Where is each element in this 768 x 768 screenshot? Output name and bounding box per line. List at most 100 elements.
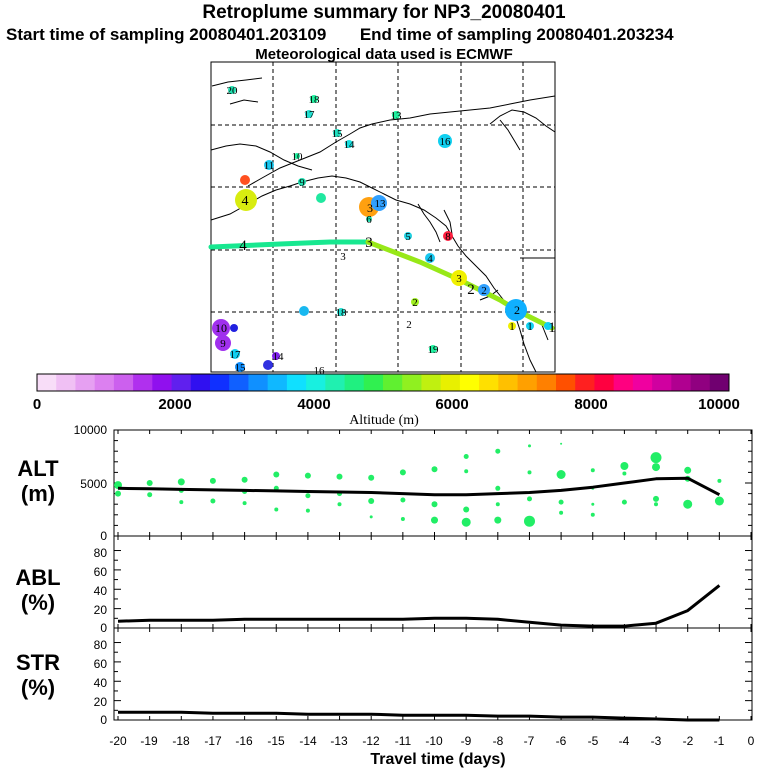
cluster-label: 13	[391, 110, 403, 122]
x-tick-label: -10	[425, 734, 443, 748]
cluster-label: 1	[509, 321, 515, 333]
colorbar-cell	[517, 374, 538, 391]
cluster-label: 2	[406, 319, 412, 331]
str-ytick: 20	[94, 695, 108, 709]
x-tick-label: -3	[651, 734, 662, 748]
panel-labels: ALT (m) ABL (%) STR (%)	[15, 456, 60, 700]
start-time-label: Start time of sampling 20080401.203109	[6, 25, 327, 44]
cluster-label: 6	[366, 214, 372, 226]
cluster-label: 10	[292, 151, 304, 163]
str-unit: (%)	[21, 675, 55, 700]
x-tick-label: -16	[235, 734, 253, 748]
cluster-label: 15	[235, 362, 247, 374]
met-data-label: Meteorological data used is ECMWF	[255, 46, 513, 63]
cluster-label: 14	[273, 351, 285, 363]
alt-cluster-point	[115, 490, 121, 497]
cluster-label: 5	[405, 231, 411, 243]
cluster-dot	[212, 319, 230, 337]
colorbar-cell	[594, 374, 615, 391]
alt-cluster-point	[495, 502, 500, 507]
alt-cluster-point	[304, 472, 311, 479]
colorbar-cell	[479, 374, 499, 391]
day-label-1: 1	[548, 320, 556, 336]
colorbar-cell	[652, 374, 672, 391]
alt-cluster-point	[431, 516, 438, 524]
colorbar-cell	[171, 374, 192, 391]
cluster-dot	[305, 110, 313, 118]
cluster-dot	[264, 160, 274, 170]
abl-label: ABL	[15, 565, 60, 590]
alt-cluster-point	[463, 506, 470, 513]
alt-cluster-point	[241, 476, 248, 483]
cluster-dot	[230, 324, 238, 332]
alt-cluster-point	[431, 466, 438, 473]
colorbar-cell	[306, 374, 326, 391]
cluster-dot	[298, 178, 306, 186]
x-tick-label: -7	[524, 734, 535, 748]
cluster-label: 10	[215, 321, 227, 335]
str-ytick: 80	[94, 638, 108, 652]
cluster-dot	[451, 270, 467, 286]
cluster-label: 9	[220, 338, 226, 350]
trajectory-day-labels: 4 3 2 1	[239, 235, 556, 336]
alt-cluster-point	[494, 516, 502, 524]
colorbar-cell	[37, 374, 57, 391]
alt-cluster-point	[400, 517, 405, 521]
x-tick-label: -1	[714, 734, 725, 748]
str-panel-frame	[113, 627, 753, 721]
alt-mean-line	[117, 476, 721, 497]
alt-cluster-point	[305, 493, 311, 499]
day-label-2: 2	[467, 282, 475, 298]
cluster-dot	[443, 231, 453, 241]
cluster-dot	[371, 195, 387, 211]
alt-cluster-point	[273, 471, 280, 478]
alt-cluster-point	[147, 492, 153, 498]
alt-cluster-point	[622, 471, 627, 476]
str-ytick: 60	[94, 657, 108, 671]
cluster-dot	[366, 216, 372, 222]
map-panel: 20 18 17 13 15 14 16 10 11 9 4 3 13 6 5 …	[208, 61, 556, 377]
cluster-dot	[526, 322, 534, 330]
cluster-dot	[438, 134, 452, 148]
colorbar-tick-label: 2000	[158, 396, 191, 413]
x-tick-label: -13	[330, 734, 348, 748]
colorbar-cell	[56, 374, 76, 391]
cluster-label: 4	[242, 194, 249, 209]
trajectory-segment-west	[208, 239, 371, 250]
x-tick-label: -4	[619, 734, 630, 748]
x-tick-label: -15	[267, 734, 285, 748]
x-tick-label: -8	[493, 734, 504, 748]
cluster-dot	[272, 352, 280, 360]
map-frame	[210, 61, 556, 373]
colorbar-cell	[613, 374, 634, 391]
alt-cluster-point	[524, 515, 535, 527]
cluster-dot	[411, 298, 419, 306]
cluster-label: 1	[527, 321, 533, 333]
cluster-label: 3	[456, 273, 462, 285]
x-tick-label: -2	[683, 734, 694, 748]
alt-cluster-point	[242, 501, 247, 506]
abl-panel-frame	[113, 535, 753, 629]
colorbar-cell	[210, 374, 230, 391]
alt-cluster-point	[650, 452, 662, 464]
cluster-label: 11	[264, 160, 275, 172]
cluster-dot	[478, 284, 490, 296]
x-tick-label: -9	[461, 734, 472, 748]
colorbar-cell	[671, 374, 691, 391]
x-tick-label: -14	[299, 734, 317, 748]
cluster-label: 17	[304, 109, 316, 121]
alt-cluster-point	[653, 495, 659, 502]
x-tick-label: -17	[204, 734, 222, 748]
alt-cluster-point	[654, 502, 658, 507]
cluster-dot	[404, 232, 412, 240]
y-tick-labels: 10000 5000 0 80 60 40 20 0 80 60 40 20 0	[74, 423, 108, 727]
str-ytick: 0	[100, 713, 107, 727]
alt-cluster-point	[369, 515, 373, 519]
colorbar-cell	[402, 374, 422, 391]
alt-cluster-point	[336, 473, 343, 480]
alt-cluster-point	[179, 500, 184, 505]
cluster-label: 3	[340, 251, 346, 263]
alt-cluster-point	[652, 463, 660, 472]
x-tick-label: -12	[362, 734, 380, 748]
alt-cluster-point	[683, 499, 693, 509]
